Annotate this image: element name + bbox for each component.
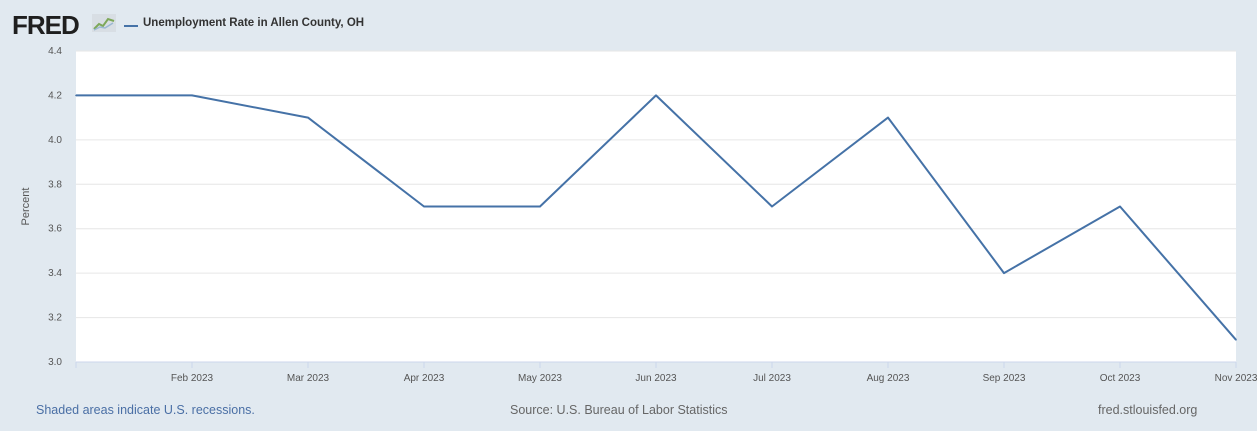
y-tick-label: 4.0 [48,135,62,146]
fred-logo[interactable]: FRED [12,10,80,40]
y-tick-label: 4.2 [48,90,62,101]
x-tick-label: Apr 2023 [404,373,445,384]
x-tick-label: Mar 2023 [287,373,330,384]
chart-title: Unemployment Rate in Allen County, OH [143,17,365,29]
x-tick-label: Oct 2023 [1100,373,1141,384]
y-tick-label: 3.0 [48,357,62,368]
data-point [1119,205,1121,208]
site-link[interactable]: fred.stlouisfed.org [1098,403,1198,417]
x-tick-label: May 2023 [518,373,562,384]
y-tick-label: 3.6 [48,224,62,235]
x-tick-label: Jun 2023 [635,373,677,384]
data-point [191,94,193,97]
x-tick-label: Nov 2023 [1215,373,1257,384]
data-point [655,94,657,97]
data-point [887,116,889,119]
data-point [539,205,541,208]
y-tick-label: 4.4 [48,46,62,57]
legend-line-swatch [124,25,138,27]
data-point [771,205,773,208]
data-point [307,116,309,119]
x-tick-label: Feb 2023 [171,373,214,384]
plot-area [76,51,1236,362]
x-tick-label: Sep 2023 [983,373,1026,384]
y-tick-label: 3.2 [48,313,62,324]
series-line [76,94,1237,341]
source-note: Source: U.S. Bureau of Labor Statistics [510,403,728,417]
x-tick-label: Jul 2023 [753,373,791,384]
y-tick-label: 3.4 [48,268,62,279]
line-chart: 3.0 3.2 3.4 3.6 3.8 4.0 4.2 4.4 Feb 2023 Mar 2023… [20,46,1257,384]
y-tick-label: 3.8 [48,179,62,190]
data-point [1003,272,1005,274]
recessions-note[interactable]: Shaded areas indicate U.S. recessions. [36,403,255,417]
fred-chart-mark-icon [92,14,116,32]
x-tick-label: Aug 2023 [867,373,910,384]
data-point [423,205,425,208]
y-axis-label: Percent [20,188,32,226]
data-point [1235,338,1237,341]
data-point [75,94,77,97]
